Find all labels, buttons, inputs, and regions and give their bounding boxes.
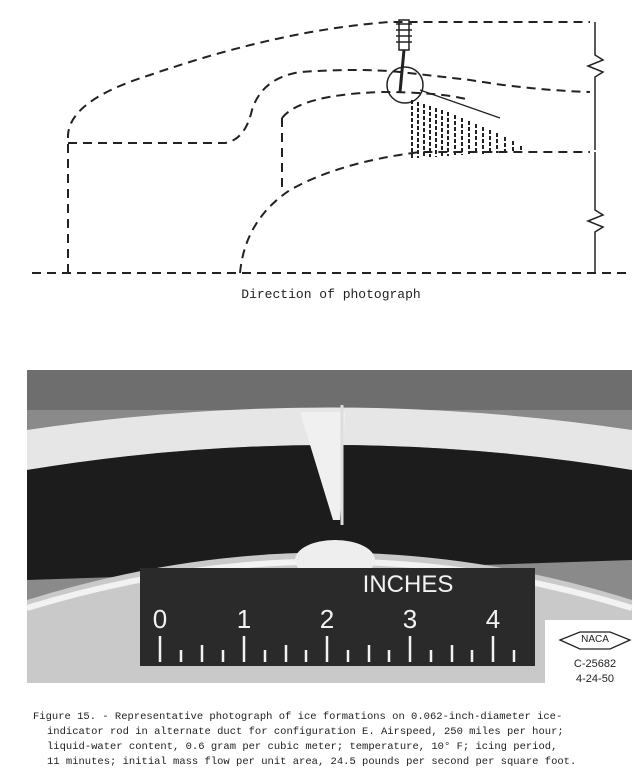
photograph: INCHES 0 1 2 3 4 [26, 370, 633, 683]
scale-number: 4 [486, 604, 500, 634]
naca-stamp: NACA C-25682 4-24-50 [545, 620, 635, 704]
scale-number: 2 [320, 604, 334, 634]
stamp-date: 4-24-50 [576, 673, 614, 685]
stamp-logo: NACA [581, 634, 609, 645]
caption-line: Figure 15. - Representative photograph o… [33, 711, 562, 723]
stamp-number: C-25682 [574, 658, 616, 670]
scale-title: INCHES [363, 571, 454, 598]
duct-diagram: Direction of photograph [32, 19, 630, 302]
caption: Figure 15. - Representative photograph o… [33, 711, 576, 768]
caption-line: 11 minutes; initial mass flow per unit a… [47, 756, 576, 768]
diagram-label: Direction of photograph [241, 287, 420, 302]
scale-number: 0 [153, 604, 167, 634]
scale-number: 1 [237, 604, 251, 634]
scale-number: 3 [403, 604, 417, 634]
caption-line: indicator rod in alternate duct for conf… [47, 726, 564, 738]
caption-line: liquid-water content, 0.6 gram per cubic… [47, 741, 557, 753]
